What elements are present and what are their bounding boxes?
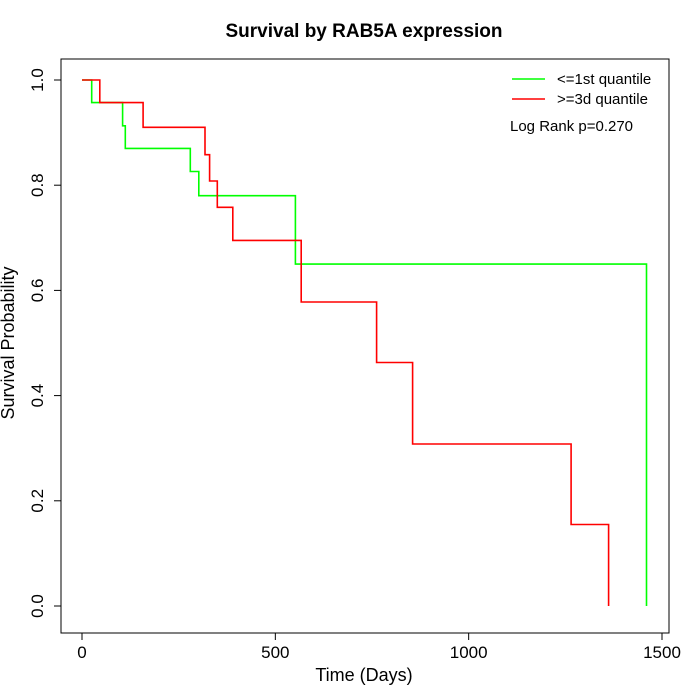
- y-axis: 0.0 0.2 0.4 0.6 0.8 1.0: [28, 68, 62, 618]
- x-axis: 0 500 1000 1500: [77, 632, 681, 662]
- series-line-2: [82, 79, 610, 606]
- x-tick-label: 0: [77, 643, 86, 662]
- log-rank-annotation: Log Rank p=0.270: [510, 118, 633, 135]
- legend: <=1st quantile >=3d quantile: [512, 71, 651, 108]
- y-tick-label: 0.6: [28, 279, 47, 303]
- y-tick-label: 0.2: [28, 489, 47, 513]
- x-axis-label: Time (Days): [315, 665, 412, 685]
- y-tick-label: 0.4: [28, 384, 47, 408]
- plot-frame: [60, 58, 670, 634]
- y-tick-label: 0.0: [28, 594, 47, 618]
- legend-label-1: <=1st quantile: [557, 71, 651, 88]
- legend-label-2: >=3d quantile: [557, 91, 648, 108]
- y-tick-label: 0.8: [28, 173, 47, 197]
- y-tick-label: 1.0: [28, 68, 47, 92]
- chart-title: Survival by RAB5A expression: [225, 21, 502, 42]
- y-axis-label: Survival Probability: [0, 266, 18, 419]
- x-tick-label: 1000: [450, 643, 488, 662]
- x-tick-label: 500: [261, 643, 289, 662]
- x-tick-label: 1500: [643, 643, 681, 662]
- series-layer: [82, 79, 648, 606]
- series-line-1: [82, 79, 648, 606]
